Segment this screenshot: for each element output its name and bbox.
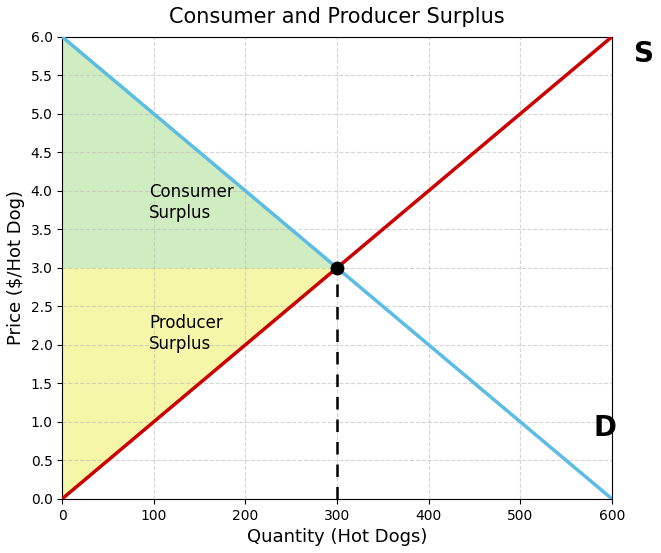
- X-axis label: Quantity (Hot Dogs): Quantity (Hot Dogs): [247, 528, 427, 546]
- Text: D: D: [594, 414, 617, 442]
- Title: Consumer and Producer Surplus: Consumer and Producer Surplus: [169, 7, 505, 27]
- Polygon shape: [62, 268, 337, 499]
- Text: Producer
Surplus: Producer Surplus: [149, 314, 223, 353]
- Text: Consumer
Surplus: Consumer Surplus: [149, 183, 234, 222]
- Polygon shape: [62, 37, 337, 268]
- Y-axis label: Price ($/Hot Dog): Price ($/Hot Dog): [7, 190, 25, 345]
- Point: [332, 263, 342, 272]
- Text: S: S: [634, 40, 654, 67]
